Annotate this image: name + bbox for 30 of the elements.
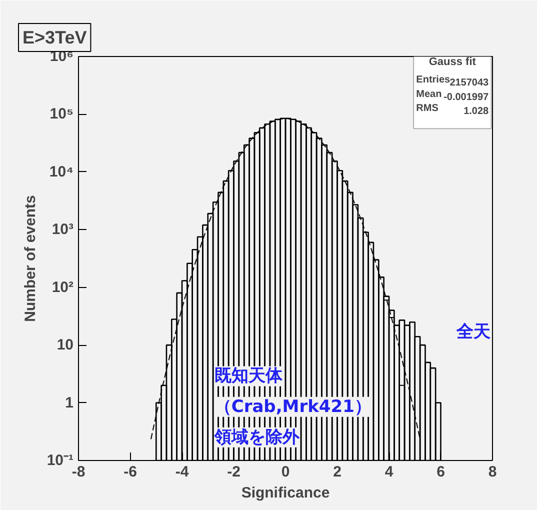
y-axis-title: Number of events [22,195,39,322]
annotation: Mean [416,88,442,100]
y-tick-label: 10⁵ [50,106,74,123]
x-tick-label: 8 [488,464,497,480]
x-tick-label: -4 [175,464,190,480]
x-tick-label: -2 [227,464,240,480]
annotation: Gauss fit [428,56,476,68]
x-tick-label: -6 [124,464,137,480]
y-tick-label: 10 [56,336,74,354]
x-tick-label: -8 [72,464,86,480]
x-axis-title: Significance [241,484,330,502]
y-tick-label: 10² [52,278,74,296]
annotation: 既知天体 [214,366,284,386]
y-tick-label: 10³ [52,221,74,238]
y-tick-label: 1 [65,394,74,412]
annotation: 1.028 [464,106,490,118]
chart-title: E>3TeV [22,28,87,48]
annotation: （Crab,Mrk421） [214,396,372,417]
annotation: -0.001997 [444,92,490,103]
annotation: 領域を除外 [213,427,300,448]
annotation: 2157043 [450,77,490,88]
x-tick-label: 4 [384,464,394,480]
annotation: Entries [416,74,451,86]
x-tick-label: 0 [281,464,290,480]
x-tick-label: 2 [333,464,342,480]
y-tick-label: 10⁻¹ [46,452,74,469]
x-tick-label: 6 [436,464,445,480]
y-tick-label: 10⁴ [49,163,74,180]
series-label: 全天 [455,322,490,342]
annotation: RMS [416,103,439,114]
